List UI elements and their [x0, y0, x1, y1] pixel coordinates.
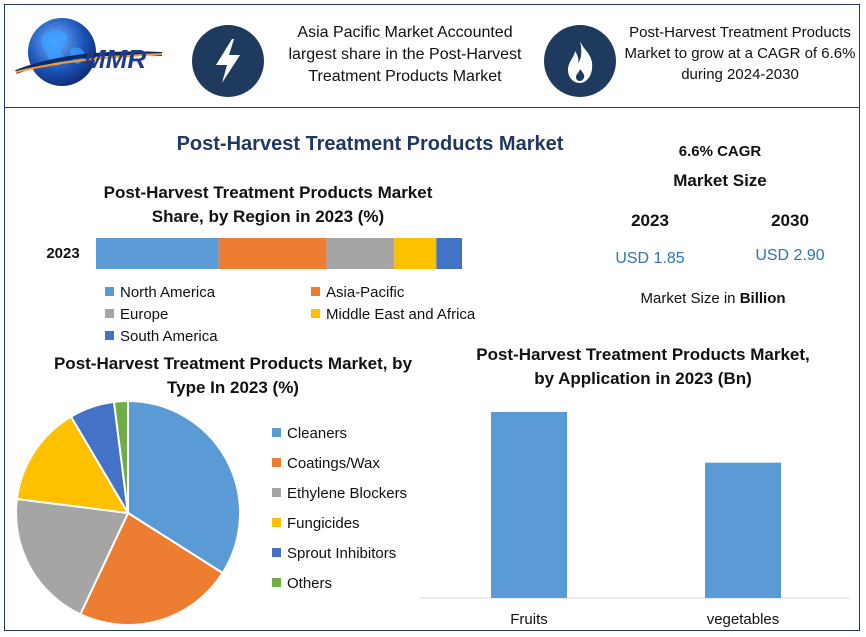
region-chart-title: Post-Harvest Treatment Products Market S…	[103, 183, 433, 226]
legend-swatch	[272, 488, 281, 497]
legend-swatch	[272, 458, 281, 467]
legend-item-middle-east-and-africa: Middle East and Africa	[311, 306, 475, 323]
type-legend: Cleaners Coatings/Wax Ethylene Blockers Fun…	[272, 425, 422, 600]
legend-item-europe: Europe	[105, 306, 168, 323]
legend-label: Ethylene Blockers	[287, 485, 408, 502]
application-chart-title: Post-Harvest Treatment Products Market, …	[476, 345, 810, 388]
legend-swatch	[105, 287, 114, 296]
legend-swatch	[272, 548, 281, 557]
fact1-icon-circle	[192, 25, 264, 97]
legend-label: Middle East and Africa	[326, 306, 476, 323]
legend-label: South America	[120, 328, 218, 345]
lightning-bolt-icon	[216, 39, 240, 83]
value-2023: USD 1.85	[615, 250, 685, 267]
legend-item-fungicides: Fungicides	[272, 515, 360, 532]
fact2-icon-circle	[544, 25, 616, 97]
pie-slice-ethylene-blockers	[15, 497, 130, 616]
type-pie-chart	[15, 399, 241, 626]
legend-item-ethylene-blockers: Ethylene Blockers	[272, 485, 407, 502]
legend-label: Others	[287, 575, 333, 592]
legend-label: Fungicides	[287, 515, 360, 532]
bar-segment-middle-east-and-africa	[394, 238, 437, 269]
legend-item-north-america: North America	[105, 284, 215, 301]
legend-label: Sprout Inhibitors	[287, 545, 397, 562]
legend-label: Europe	[120, 306, 169, 323]
cagr-label: 6.6% CAGR	[678, 143, 762, 160]
legend-item-cleaners: Cleaners	[272, 425, 347, 442]
market-size-unit: Billion	[739, 290, 786, 307]
x-tick-label-fruits: Fruits	[510, 611, 548, 628]
x-tick-label-vegetables: vegetables	[707, 611, 780, 628]
infographic-frame	[4, 4, 860, 631]
bar-segment-asia-pacific	[218, 238, 327, 269]
legend-swatch	[105, 331, 114, 340]
value-2030: USD 2.90	[755, 247, 825, 264]
market-size-note: Market Size in Billion	[600, 290, 826, 307]
header-fact-2: Post-Harvest Treatment Products Market t…	[624, 24, 856, 83]
legend-label: Asia-Pacific	[326, 284, 405, 301]
legend-label: Coatings/Wax	[287, 455, 380, 472]
main-title: Post-Harvest Treatment Products Market	[176, 133, 564, 155]
mmr-logo: MMR	[15, 18, 163, 86]
flame-icon	[568, 41, 593, 83]
header-fact-1: Asia Pacific Market Accounted largest sh…	[288, 24, 522, 85]
logo-text: MMR	[84, 44, 146, 74]
bar-fruits	[491, 411, 567, 598]
legend-item-asia-pacific: Asia-Pacific	[311, 284, 404, 301]
year-2030-label: 2030	[771, 211, 809, 230]
pie-slice-fungicides	[15, 415, 130, 515]
legend-swatch	[311, 287, 320, 296]
legend-item-coatings-wax: Coatings/Wax	[272, 455, 380, 472]
legend-item-south-america: South America	[105, 328, 218, 345]
legend-swatch	[272, 518, 281, 527]
legend-label: North America	[120, 284, 216, 301]
region-stacked-bar	[96, 238, 462, 269]
bar-segment-europe	[326, 238, 395, 269]
region-bar-category-label: 2023	[46, 245, 80, 262]
legend-item-sprout-inhibitors: Sprout Inhibitors	[272, 545, 396, 562]
legend-swatch	[272, 428, 281, 437]
legend-swatch	[105, 309, 114, 318]
market-size-label: Market Size	[673, 171, 767, 190]
region-legend: North America Asia-Pacific Europe Middle Ea…	[105, 284, 505, 350]
legend-item-others: Others	[272, 575, 332, 592]
legend-swatch	[311, 309, 320, 318]
year-2023-label: 2023	[631, 211, 669, 230]
application-bar-chart: Fruits vegetables	[420, 411, 850, 628]
type-chart-title: Post-Harvest Treatment Products Market, …	[53, 354, 413, 397]
bar-segment-north-america	[96, 238, 219, 269]
legend-swatch	[272, 578, 281, 587]
bar-segment-south-america	[436, 238, 462, 269]
legend-label: Cleaners	[287, 425, 348, 442]
pie-slice-others	[112, 399, 129, 514]
header-divider	[4, 107, 860, 108]
bar-vegetables	[705, 462, 781, 598]
market-size-note-prefix: Market Size in	[640, 290, 740, 307]
